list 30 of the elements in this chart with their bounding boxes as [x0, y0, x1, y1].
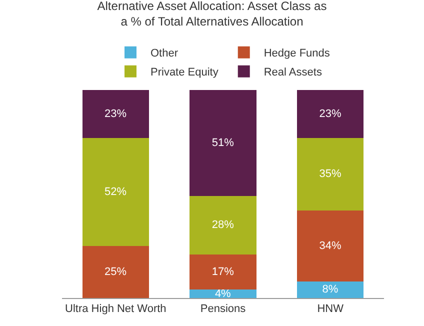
x-tick-label: Ultra High Net Worth: [65, 303, 166, 316]
bar: [297, 90, 364, 138]
data-label: 51%: [212, 137, 234, 150]
bar: [190, 196, 256, 254]
bar: [82, 90, 149, 138]
data-label: 35%: [319, 168, 342, 180]
legend-label: Hedge Funds: [264, 48, 330, 60]
data-label: 34%: [319, 240, 342, 252]
legend-label: Private Equity: [150, 66, 219, 79]
legend-label: Other: [150, 48, 178, 60]
bar: [82, 138, 149, 246]
data-label: 17%: [212, 266, 234, 278]
data-label: 52%: [104, 186, 127, 198]
bar: [297, 138, 364, 211]
data-label: 23%: [104, 108, 127, 120]
data-label: 28%: [212, 219, 234, 232]
data-label: 4%: [214, 288, 232, 300]
data-label: 25%: [104, 266, 127, 278]
bar: [190, 254, 256, 290]
x-tick-label: HNW: [317, 303, 344, 316]
x-tick-label: Pensions: [200, 303, 246, 316]
bar: [190, 90, 256, 196]
chart-title: Alternative Asset Allocation: Asset Class as a % of Total Alternatives Allocation: [97, 0, 327, 28]
bar: [190, 290, 256, 298]
data-label: 23%: [319, 108, 342, 120]
legend-label: Real Assets: [264, 66, 322, 79]
bar: [297, 281, 364, 298]
data-label: 8%: [322, 284, 338, 296]
bar: [297, 210, 364, 282]
bar: [82, 246, 149, 298]
